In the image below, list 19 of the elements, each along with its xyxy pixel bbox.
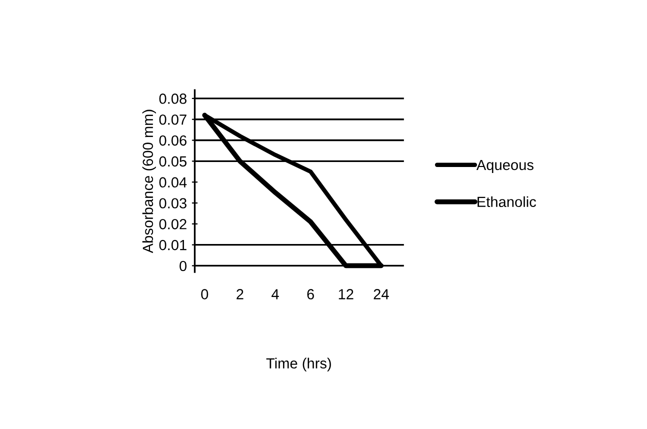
y-tick-label: 0.03	[159, 198, 186, 208]
x-tick-label: 0	[201, 289, 208, 300]
x-tick-label: 12	[338, 289, 354, 300]
y-tick-label: 0.07	[159, 114, 186, 125]
y-tick-label: 0.05	[159, 156, 186, 167]
x-axis-title: Time (hrs)	[266, 358, 331, 372]
x-tick-label: 4	[272, 289, 279, 300]
y-axis-title: Absorbance (600 mm)	[142, 110, 156, 254]
y-tick-label: 0.02	[159, 219, 186, 230]
y-tick-label: 0	[180, 260, 187, 272]
y-tick-label: 0.01	[159, 240, 186, 250]
legend-label: Ethanolic	[478, 196, 536, 208]
y-tick-label: 0.08	[159, 94, 186, 104]
legend-label: Aqueous	[476, 160, 534, 174]
x-tick-label: 2	[236, 289, 244, 300]
x-tick-label: 24	[374, 289, 389, 300]
x-tick-label: 6	[307, 289, 314, 300]
y-tick-label: 0.06	[159, 135, 186, 146]
y-tick-label: 0.04	[159, 177, 187, 188]
